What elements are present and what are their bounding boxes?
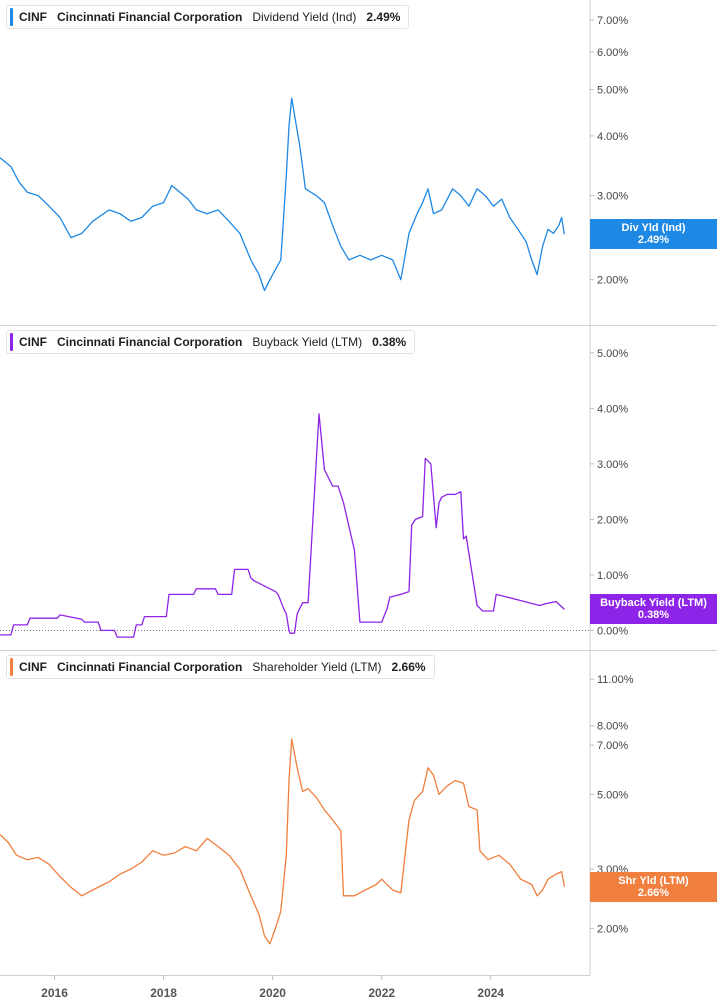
legend-metric-value: 0.38%	[372, 335, 407, 349]
y-tick-label: 5.00%	[597, 789, 628, 801]
x-tick-label: 2022	[368, 986, 395, 1000]
series-color-swatch	[10, 658, 13, 676]
flag-series-name: Buyback Yield (LTM)	[600, 597, 707, 609]
x-tick-label: 2018	[150, 986, 177, 1000]
legend-company-name: Cincinnati Financial Corporation	[57, 10, 243, 24]
series-color-swatch	[10, 8, 13, 26]
legend-metric-value: 2.66%	[391, 660, 426, 674]
legend-ticker: CINF	[19, 660, 47, 674]
y-tick-label: 1.00%	[597, 570, 628, 582]
y-tick-label: 11.00%	[597, 674, 634, 686]
x-tick-label: 2016	[41, 986, 68, 1000]
y-tick-label: 7.00%	[597, 740, 628, 752]
y-tick-label: 2.00%	[597, 923, 628, 935]
series-color-swatch	[10, 333, 13, 351]
flag-series-value: 0.38%	[637, 609, 670, 621]
panel-legend-buyback-yield[interactable]: CINF Cincinnati Financial Corporation Bu…	[6, 330, 416, 354]
y-tick-label: 5.00%	[597, 348, 628, 360]
flag-series-name: Div Yld (Ind)	[621, 222, 686, 234]
last-value-flag-dividend-yield: Div Yld (Ind) 2.49%	[590, 219, 717, 249]
y-tick-label: 4.00%	[597, 131, 628, 143]
legend-metric-value: 2.49%	[366, 10, 401, 24]
panel-legend-shareholder-yield[interactable]: CINF Cincinnati Financial Corporation Sh…	[6, 655, 435, 679]
x-tick-label: 2024	[477, 986, 504, 1000]
legend-metric-name: Shareholder Yield (LTM)	[252, 660, 382, 674]
legend-company-name: Cincinnati Financial Corporation	[57, 660, 243, 674]
x-tick-label: 2020	[259, 986, 286, 1000]
legend-company-name: Cincinnati Financial Corporation	[57, 335, 243, 349]
legend-metric-name: Buyback Yield (LTM)	[252, 335, 363, 349]
legend-ticker: CINF	[19, 335, 47, 349]
last-value-flag-buyback-yield: Buyback Yield (LTM) 0.38%	[590, 594, 717, 624]
y-tick-label: 3.00%	[597, 191, 628, 203]
legend-metric-name: Dividend Yield (Ind)	[252, 10, 357, 24]
y-tick-label: 2.00%	[597, 514, 628, 526]
flag-series-value: 2.49%	[637, 234, 670, 246]
flag-series-name: Shr Yld (LTM)	[618, 875, 689, 887]
y-tick-label: 3.00%	[597, 459, 628, 471]
series-line	[0, 738, 566, 945]
y-tick-label: 6.00%	[597, 47, 628, 59]
flag-series-value: 2.66%	[637, 887, 670, 899]
legend-ticker: CINF	[19, 10, 47, 24]
y-tick-label: 0.00%	[597, 625, 628, 637]
y-tick-label: 7.00%	[597, 15, 628, 27]
last-value-flag-shareholder-yield: Shr Yld (LTM) 2.66%	[590, 872, 717, 902]
y-tick-label: 8.00%	[597, 721, 628, 733]
y-tick-label: 2.00%	[597, 275, 628, 287]
series-line	[0, 97, 566, 292]
series-line	[0, 413, 565, 638]
y-tick-label: 5.00%	[597, 85, 628, 97]
y-tick-label: 4.00%	[597, 403, 628, 415]
panel-legend-dividend-yield[interactable]: CINF Cincinnati Financial Corporation Di…	[6, 5, 410, 29]
